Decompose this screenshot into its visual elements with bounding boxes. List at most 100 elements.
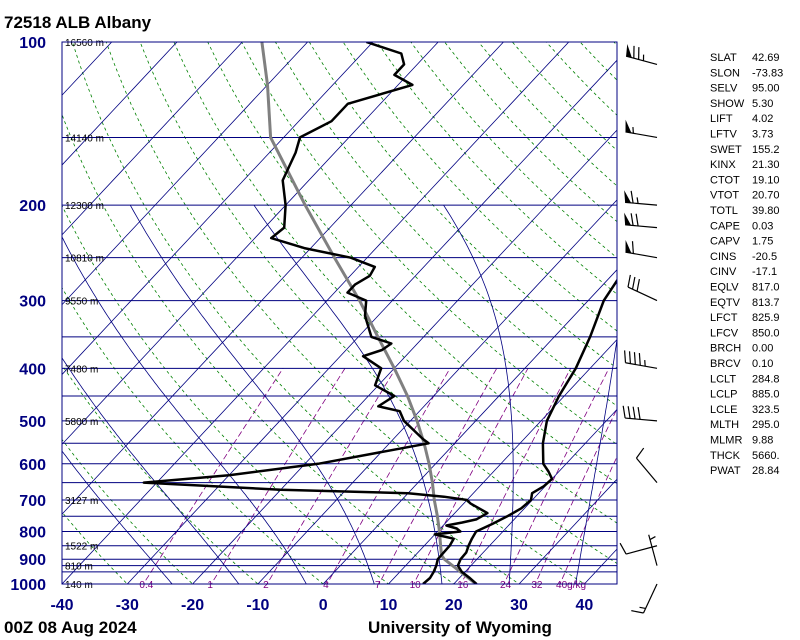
- barb-half: [649, 536, 656, 541]
- barb-half: [639, 606, 646, 610]
- plot-frame: [61, 41, 618, 585]
- mixing-ratio-lines: [142, 368, 617, 584]
- barb-staff: [648, 534, 658, 566]
- height-labels: 16560 m 14140 m 12300 m 10810 m 9550 m 7480 m…: [65, 38, 104, 591]
- dry-adiabat-line: [62, 511, 128, 584]
- pressure-tick-labels: 100 200 300 400 500 600 700 800 900 1000: [10, 35, 46, 594]
- pressure-tick-label: 900: [19, 552, 46, 569]
- temperature-tick-label: 30: [510, 597, 528, 614]
- mixing-ratio-label: 10: [410, 580, 422, 591]
- index-value: 39.80: [752, 205, 780, 217]
- temperature-tick-label: 0: [319, 597, 328, 614]
- barb-pennant: [624, 212, 632, 226]
- barb-full: [622, 405, 626, 419]
- height-label: 14140 m: [65, 133, 104, 144]
- moist-adiabat-line: [575, 336, 617, 584]
- mixing-ratio-line: [266, 368, 397, 584]
- index-label: LFTV: [710, 129, 738, 141]
- isotherms: [0, 42, 617, 595]
- height-label: 140 m: [65, 580, 93, 591]
- index-label: LCLE: [710, 404, 738, 416]
- barb-staff: [635, 457, 658, 483]
- height-label: 1522 m: [65, 542, 98, 553]
- barb-staff: [625, 131, 658, 139]
- index-label: PWAT: [710, 465, 741, 477]
- mixing-ratio-line: [559, 455, 617, 584]
- barb-staff: [625, 251, 658, 259]
- wind-barb: [625, 44, 658, 66]
- isotherm-line: [62, 42, 308, 306]
- height-label: 12300 m: [65, 201, 104, 212]
- index-value: 825.9: [752, 312, 780, 324]
- isotherm-line: [387, 338, 617, 584]
- index-label: LFCV: [710, 327, 739, 339]
- mixing-ratio-line: [413, 368, 529, 584]
- station-title: 72518 ALB Albany: [4, 13, 152, 32]
- wind-barb: [648, 534, 658, 566]
- barb-full: [631, 276, 636, 290]
- dry-adiabat-line: [62, 113, 455, 584]
- barb-full: [630, 190, 634, 204]
- index-value: -20.5: [752, 251, 777, 263]
- isotherm-line: [322, 269, 617, 584]
- dry-adiabat-line: [62, 438, 194, 584]
- barb-pennant: [624, 190, 632, 203]
- index-value: 95.00: [752, 83, 780, 95]
- barb-staff: [625, 417, 658, 422]
- barb-full: [638, 352, 641, 366]
- isotherm-line: [0, 42, 46, 595]
- index-value: 4.02: [752, 113, 773, 125]
- index-label: BRCV: [710, 358, 741, 370]
- index-label: CINS: [710, 251, 736, 263]
- height-label: 10810 m: [65, 254, 104, 265]
- barb-full: [624, 350, 627, 363]
- height-label: 810 m: [65, 562, 93, 573]
- barb-full: [636, 279, 641, 292]
- barb-full: [630, 213, 634, 226]
- index-label: MLMR: [710, 435, 742, 447]
- index-label: CINV: [710, 266, 737, 278]
- index-value: 21.30: [752, 159, 780, 171]
- index-label: TOTL: [710, 205, 738, 217]
- barb-full: [635, 447, 645, 459]
- barb-staff: [625, 224, 658, 229]
- index-label: EQLV: [710, 282, 739, 294]
- temperature-tick-label: -10: [246, 597, 269, 614]
- isotherm-line: [126, 59, 617, 584]
- mixing-ratio-label: 0.4: [139, 580, 153, 591]
- isotherm-line: [518, 478, 617, 584]
- index-value: 3.73: [752, 129, 773, 141]
- dry-adiabat-line: [376, 42, 617, 295]
- mixing-ratio-label: 32: [531, 580, 543, 591]
- isotherm-line: [62, 42, 113, 96]
- pressure-tick-label: 700: [19, 493, 46, 510]
- temperature-tick-labels: -40 -30 -20 -10 0 10 20 30 40: [50, 597, 593, 614]
- temperature-tick-label: 40: [575, 597, 593, 614]
- dry-adiabat-line: [62, 364, 259, 584]
- index-label: KINX: [710, 159, 736, 171]
- index-value: 817.0: [752, 282, 780, 294]
- mixing-ratio-label: 24: [500, 580, 512, 591]
- barb-pennant: [626, 44, 632, 58]
- pressure-tick-label: 500: [19, 414, 46, 431]
- wind-barb: [624, 350, 658, 369]
- dry-adiabat-line: [62, 204, 390, 584]
- mixing-ratio-label: 2: [263, 580, 269, 591]
- dry-adiabat-line: [173, 42, 617, 524]
- index-value: 323.5: [752, 404, 780, 416]
- wind-barb: [625, 239, 658, 259]
- barb-staff: [625, 55, 658, 66]
- pressure-tick-label: 100: [19, 35, 46, 52]
- isotherm-line: [62, 42, 243, 236]
- wind-barb: [625, 119, 658, 139]
- dry-adiabat-line: [72, 42, 520, 584]
- parcel-trace: [260, 42, 477, 584]
- index-label: SHOW: [710, 98, 745, 110]
- temperature-trace: [456, 278, 617, 584]
- profiles: [142, 42, 617, 584]
- pressure-tick-label: 600: [19, 457, 46, 474]
- mixing-ratio-label: 16: [457, 580, 469, 591]
- dry-adiabat-line: [275, 42, 617, 407]
- wind-barb: [624, 190, 658, 206]
- barb-full: [631, 241, 634, 254]
